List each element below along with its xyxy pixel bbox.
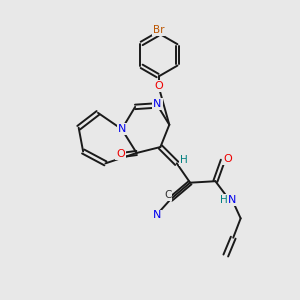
Text: C: C xyxy=(164,190,172,200)
Text: O: O xyxy=(116,149,125,160)
Text: N: N xyxy=(118,124,126,134)
Text: Br: Br xyxy=(153,25,165,35)
Text: H: H xyxy=(180,155,188,165)
Text: N: N xyxy=(228,195,236,205)
Text: H: H xyxy=(220,195,227,205)
Text: O: O xyxy=(154,81,163,91)
Text: N: N xyxy=(153,99,162,109)
Text: N: N xyxy=(153,210,161,220)
Text: O: O xyxy=(223,154,232,164)
